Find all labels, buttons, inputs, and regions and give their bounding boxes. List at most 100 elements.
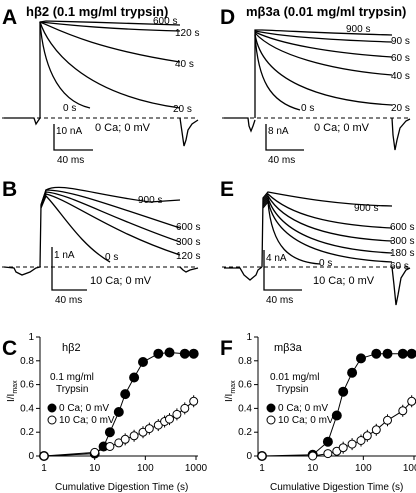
chart-c-legend-marker-0 bbox=[47, 403, 57, 413]
panel-e-scale-bar bbox=[263, 250, 302, 291]
panel-b-trace-600s bbox=[40, 189, 181, 229]
chart-c-xlabel: Cumulative Digestion Time (s) bbox=[55, 482, 188, 493]
panel-a-title: hβ2 (0.1 mg/ml trypsin) bbox=[26, 4, 168, 19]
chart-c-annotation-1: 0.1 mg/ml bbox=[50, 372, 94, 383]
panel-d-traces bbox=[222, 29, 411, 151]
panel-letter-d: D bbox=[220, 6, 235, 29]
chart-f-xtick-label-3: 1000 bbox=[403, 463, 416, 474]
panel-e-label-300s: 300 s bbox=[390, 236, 414, 247]
panel-e-label-60s: 60 s bbox=[390, 261, 409, 272]
panel-a-tail bbox=[179, 117, 199, 147]
panel-b-trace-0s bbox=[40, 194, 111, 263]
chart-f-ytick-label-1: 0.2 bbox=[238, 427, 252, 438]
panel-a-scale-x: 40 ms bbox=[57, 155, 84, 166]
panel-b-label-900s: 900 s bbox=[138, 195, 162, 206]
panel-a-trace-600s bbox=[39, 20, 181, 118]
panel-e-prepulse bbox=[224, 266, 263, 281]
panel-b-trace-120s bbox=[40, 193, 181, 256]
panel-a-trace-40s bbox=[39, 21, 181, 63]
panel-e-trace-0s bbox=[262, 200, 321, 265]
panel-d-trace-40s bbox=[254, 32, 393, 76]
panel-e-scale-y: 4 nA bbox=[266, 253, 287, 264]
panel-a-label-40s: 40 s bbox=[175, 59, 194, 70]
chart-f-ylabel-sub: max bbox=[230, 380, 237, 394]
chart-c-series-1-point-10 bbox=[165, 414, 174, 424]
panel-letter-b: B bbox=[2, 178, 17, 201]
chart-f-series-0-point-4 bbox=[338, 386, 349, 397]
panel-letter-e: E bbox=[220, 178, 234, 201]
chart-c-series-1-point-5 bbox=[129, 431, 139, 441]
panel-e-label-900s: 900 s bbox=[354, 203, 378, 214]
panel-d-label-0s: 0 s bbox=[301, 103, 314, 114]
chart-c-series-0-point-9 bbox=[164, 347, 175, 358]
chart-f-series-1-point-10 bbox=[398, 406, 408, 416]
chart-f-ylabel: I/Imax bbox=[224, 380, 237, 402]
chart-c-series-1-point-4 bbox=[120, 434, 130, 444]
panel-b-trace-300s bbox=[40, 191, 181, 243]
chart-c-series-1-point-7 bbox=[144, 424, 154, 434]
panel-d-label-60s: 60 s bbox=[391, 53, 410, 64]
chart-c-ylabel-sub: max bbox=[12, 380, 19, 394]
chart-c-xtick-label-0: 1 bbox=[41, 463, 47, 474]
chart-f-series-1-point-1 bbox=[308, 451, 318, 461]
panel-e-label-0s: 0 s bbox=[319, 258, 332, 269]
panel-d-condition: 0 Ca; 0 mV bbox=[314, 122, 370, 134]
chart-c-ytick-label-2: 0.4 bbox=[20, 403, 34, 414]
chart-c-series-1-point-11 bbox=[172, 409, 182, 419]
panel-e-trace-180s bbox=[262, 196, 393, 254]
panel-e-trace-600s bbox=[262, 193, 393, 229]
chart-c-series-1-point-0 bbox=[39, 451, 49, 461]
panel-d-trace-90s bbox=[254, 30, 393, 43]
panel-d-prepulse bbox=[224, 117, 256, 133]
panel-e-label-600s: 600 s bbox=[390, 222, 414, 233]
panel-d-scale-x: 40 ms bbox=[268, 155, 295, 166]
chart-f-legend-marker-0 bbox=[266, 403, 276, 413]
chart-c-xtick-label-2: 100 bbox=[137, 463, 154, 474]
chart-c-ytick-label-1: 0.2 bbox=[20, 427, 34, 438]
chart-f-series-0-point-2 bbox=[322, 436, 333, 447]
chart-f-series-1-point-4 bbox=[338, 443, 348, 453]
chart-c-subtitle: hβ2 bbox=[62, 342, 81, 354]
chart-f-xlabel: Cumulative Digestion Time (s) bbox=[270, 482, 403, 493]
chart-c-series-0-point-3 bbox=[104, 427, 115, 438]
panel-b-label-300s: 300 s bbox=[176, 237, 200, 248]
chart-f-series-0-point-9 bbox=[397, 348, 408, 359]
panel-e-trace-300s bbox=[262, 194, 393, 242]
panel-a-trace-20s bbox=[39, 21, 181, 109]
panel-a-scale-bar bbox=[53, 124, 93, 151]
panel-e-trace-900s bbox=[261, 191, 393, 268]
chart-c-series-0-point-11 bbox=[188, 348, 199, 359]
panel-a-label-20s: 20 s bbox=[173, 104, 192, 115]
chart-f-series-0-point-7 bbox=[371, 348, 382, 359]
panel-a-trace-120s bbox=[39, 21, 181, 32]
panel-d-scale-y: 8 nA bbox=[268, 126, 289, 137]
chart-c-series-1-point-1 bbox=[90, 447, 100, 457]
panel-a-label-0s: 0 s bbox=[63, 103, 76, 114]
panel-letter-c: C bbox=[2, 337, 17, 360]
chart-c-series-0-point-10 bbox=[179, 348, 190, 359]
panel-b-label-600s: 600 s bbox=[176, 222, 200, 233]
chart-f-annotation-1: 0.01 mg/ml bbox=[270, 372, 319, 383]
panel-d-title: mβ3a (0.01 mg/ml trypsin) bbox=[246, 4, 406, 19]
chart-f-ytick-label-4: 0.8 bbox=[238, 356, 252, 367]
chart-f-xtick-label-1: 10 bbox=[307, 463, 319, 474]
panel-letter-f: F bbox=[220, 337, 233, 360]
chart-f-ytick-label-5: 1 bbox=[246, 332, 252, 343]
panel-b-tail bbox=[179, 266, 199, 273]
panel-a-condition: 0 Ca; 0 mV bbox=[95, 122, 151, 134]
chart-c-legend-marker-1 bbox=[47, 415, 57, 425]
chart-f-ytick-label-3: 0.6 bbox=[238, 380, 252, 391]
chart-c-series-0-point-7 bbox=[138, 357, 148, 367]
panel-b-prepulse bbox=[3, 266, 41, 276]
panel-b-scale-bar bbox=[51, 247, 87, 291]
panel-b-condition: 10 Ca; 0 mV bbox=[90, 275, 152, 287]
chart-c-ytick-label-3: 0.6 bbox=[20, 380, 34, 391]
chart-c-series-0-point-6 bbox=[129, 372, 140, 383]
chart-f-series-1-point-5 bbox=[347, 439, 357, 449]
chart-c-legend-0: 0 Ca; 0 mV bbox=[59, 403, 109, 414]
chart-f-series-1-point-9 bbox=[383, 415, 392, 425]
panel-e-condition: 10 Ca; 0 mV bbox=[313, 275, 375, 287]
chart-c-series-1-point-13 bbox=[189, 396, 199, 406]
panel-e-scale-x: 40 ms bbox=[266, 295, 293, 306]
chart-f-series-1-point-8 bbox=[371, 425, 381, 435]
